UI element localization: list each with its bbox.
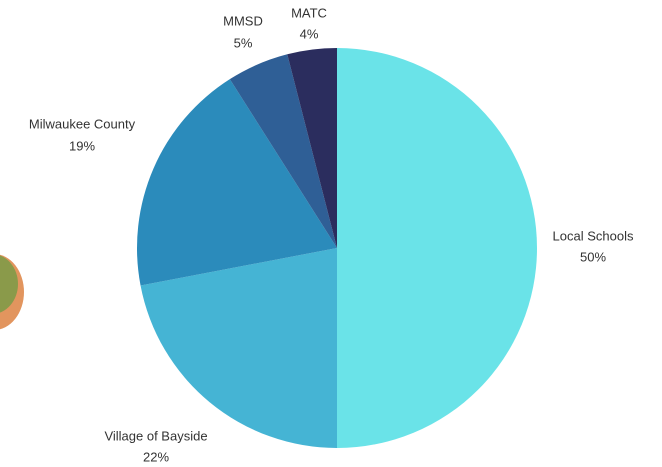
chart: Local Schools 50% Village of Bayside 22% Mil… (0, 0, 662, 467)
slice-label: Village of Bayside (104, 428, 207, 443)
slice-value-label: 50% (580, 249, 606, 264)
slice-label: Milwaukee County (29, 116, 136, 131)
page: Local Schools 50% Village of Bayside 22% Mil… (0, 0, 662, 467)
slice-value-label: 4% (300, 26, 319, 41)
slice-value-label: 5% (234, 35, 253, 50)
slice-label: Local Schools (553, 228, 634, 243)
slice-label: MATC (291, 5, 327, 20)
pie-slice (337, 48, 537, 448)
slice-label: MMSD (223, 13, 263, 28)
slice-value-label: 22% (143, 449, 169, 464)
slice-value-label: 19% (69, 138, 95, 153)
